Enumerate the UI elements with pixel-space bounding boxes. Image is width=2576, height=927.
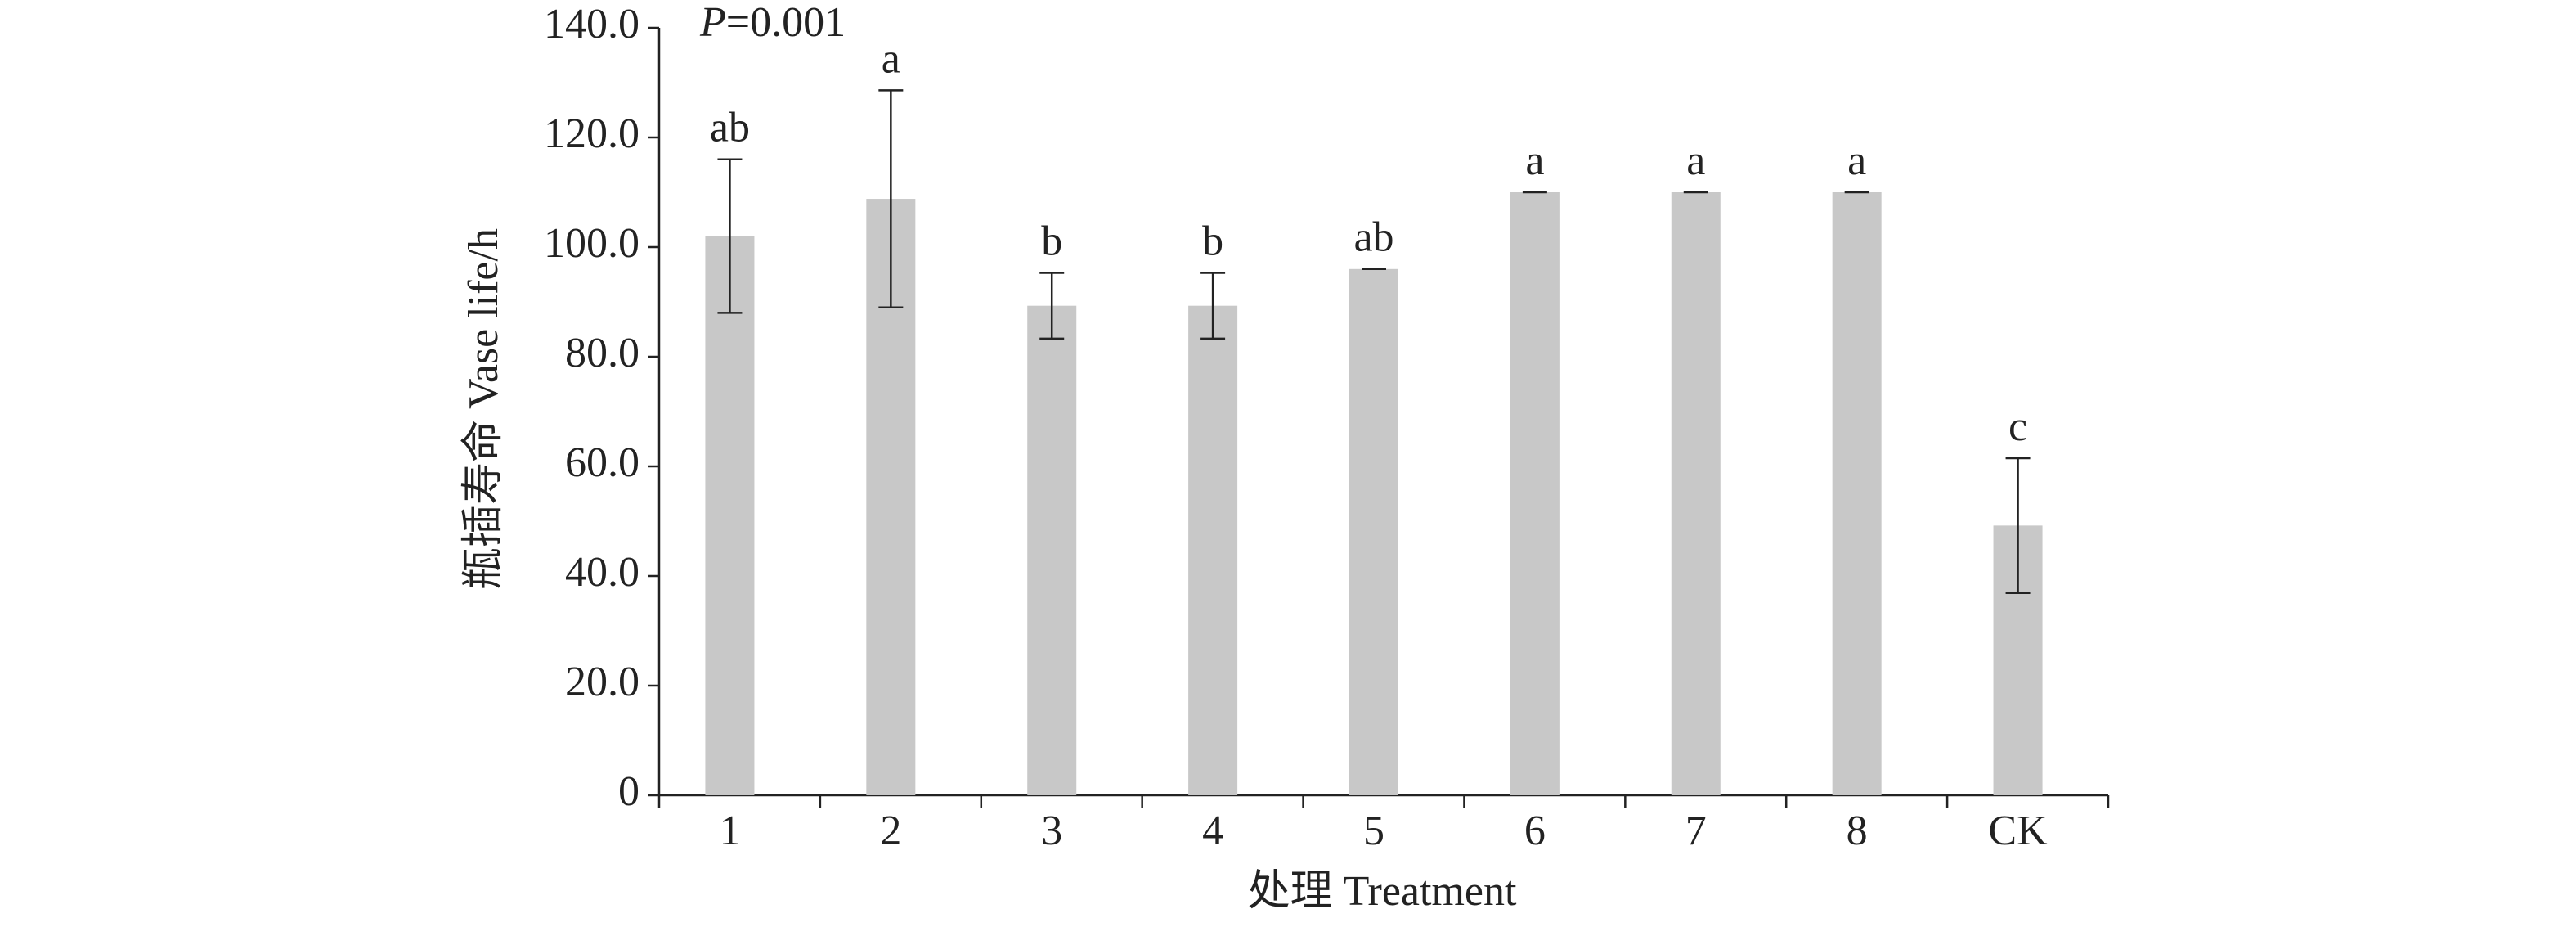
- y-axis-label: 瓶插寿命 Vase life/h: [460, 228, 507, 590]
- x-tick-label: 5: [1363, 808, 1384, 854]
- x-tick-label: 7: [1685, 808, 1707, 854]
- data-label: a: [1686, 137, 1705, 184]
- data-label: ab: [1353, 214, 1393, 261]
- data-label: ab: [710, 105, 750, 151]
- y-tick-label: 100.0: [544, 220, 640, 267]
- bar: [1027, 305, 1077, 795]
- x-tick-label: 2: [880, 808, 901, 854]
- x-tick-label: CK: [1988, 808, 2048, 854]
- x-tick-label: 3: [1041, 808, 1062, 854]
- y-tick-label: 40.0: [565, 549, 640, 596]
- x-tick-label: 6: [1524, 808, 1546, 854]
- y-tick-label: 0: [618, 768, 640, 815]
- data-label: b: [1202, 218, 1223, 264]
- bar: [1188, 305, 1238, 795]
- data-label: a: [882, 35, 900, 82]
- annotation: P=0.001: [699, 0, 846, 46]
- y-tick-label: 60.0: [565, 439, 640, 486]
- bar: [1510, 192, 1560, 795]
- x-tick-label: 1: [719, 808, 740, 854]
- bar: [1349, 268, 1398, 795]
- y-tick-label: 140.0: [544, 1, 640, 47]
- bar: [1832, 192, 1882, 795]
- data-label: a: [1847, 137, 1866, 184]
- bar: [705, 236, 755, 796]
- x-axis-label: 处理 Treatment: [1248, 868, 1517, 915]
- y-tick-label: 20.0: [565, 659, 640, 705]
- bar: [1671, 192, 1721, 795]
- y-tick-label: 80.0: [565, 330, 640, 376]
- data-label: c: [2008, 403, 2027, 450]
- y-tick-label: 120.0: [544, 110, 640, 157]
- data-label: a: [1525, 137, 1544, 184]
- data-label: b: [1041, 218, 1062, 264]
- x-tick-label: 4: [1202, 808, 1223, 854]
- x-tick-label: 8: [1847, 808, 1868, 854]
